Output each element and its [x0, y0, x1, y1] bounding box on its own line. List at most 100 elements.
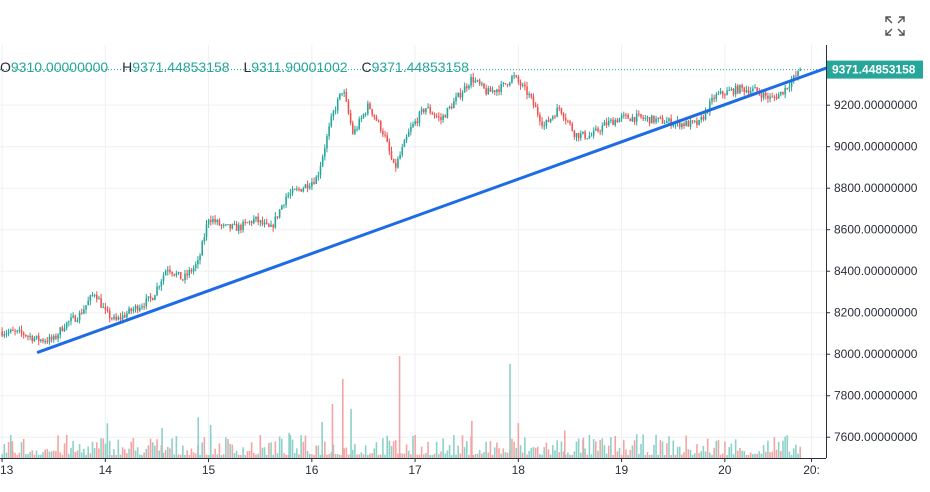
candle [296, 185, 298, 192]
candle [164, 269, 167, 276]
candle-body [44, 341, 46, 343]
x-axis-label: 20: [803, 463, 820, 477]
y-axis-labels: 9200.00000000 9000.00000000 8800.00000000 8… [834, 98, 918, 444]
volume-bar [762, 445, 765, 458]
candle-body [681, 123, 683, 128]
trendline[interactable] [36, 62, 840, 354]
candle [141, 303, 143, 310]
candle-body [289, 193, 292, 196]
candle-body [777, 94, 780, 99]
volume-bar [468, 454, 470, 458]
candle [373, 114, 376, 120]
volume-bar [141, 454, 143, 458]
candle [40, 338, 42, 343]
candle-body [412, 124, 414, 127]
volume-bar-spike [563, 430, 566, 458]
candle-body [390, 151, 393, 159]
candle [214, 215, 216, 225]
candle [317, 171, 320, 181]
candle-body [315, 177, 318, 184]
candle [35, 335, 38, 340]
candle [689, 117, 692, 130]
volume-bar [653, 444, 655, 458]
candle [607, 117, 610, 127]
candle-body [89, 295, 92, 301]
volume-bar [696, 444, 698, 458]
volume-bar [601, 438, 604, 458]
candle-body [37, 335, 40, 341]
volume-bar [719, 454, 722, 458]
candle [375, 114, 378, 122]
volume-bar [382, 438, 384, 458]
volume-bar [145, 448, 148, 458]
candle [27, 334, 29, 341]
volume-bar [476, 453, 479, 458]
candle-body [70, 317, 72, 322]
ohlc-low: L9311.90001002 [243, 59, 348, 75]
candle-body [392, 158, 395, 163]
candle [205, 220, 208, 241]
candle [687, 119, 690, 127]
volume-bar [792, 448, 795, 458]
volume-bar [388, 440, 391, 458]
candle-body [14, 330, 16, 332]
candle-body [453, 101, 455, 109]
candle [450, 103, 453, 110]
candle [364, 112, 367, 118]
volume-bar [98, 448, 100, 458]
candle [502, 81, 505, 88]
candle [425, 108, 427, 115]
candle-body [448, 106, 451, 109]
candle [795, 70, 797, 78]
candle-body [618, 118, 621, 123]
volume-bar [268, 442, 270, 458]
y-axis-label: 9200.00000000 [834, 98, 918, 112]
candle [588, 131, 591, 140]
volume-bar [22, 438, 25, 458]
candle-body [16, 330, 19, 332]
volume-bar [418, 454, 421, 458]
x-axis-label: 15 [202, 463, 216, 477]
candle-body [571, 123, 573, 131]
volume-bar [108, 440, 111, 458]
candle-body [465, 86, 468, 89]
candle-body [136, 305, 139, 311]
candle [614, 117, 616, 127]
volume-bar [691, 454, 694, 458]
volume-bar [356, 454, 358, 458]
volume-bar [663, 454, 666, 458]
candle [620, 112, 623, 122]
volume-bar [235, 450, 238, 458]
fullscreen-icon[interactable] [884, 15, 906, 37]
grid-lines [0, 45, 826, 458]
candle-body [784, 87, 786, 95]
volume-bar [721, 453, 724, 458]
candlesticks[interactable] [1, 67, 801, 346]
candle [212, 215, 214, 225]
candle-body [704, 110, 707, 120]
volume-bar [474, 454, 477, 458]
axes [0, 45, 830, 462]
candle [549, 118, 552, 124]
candle-body [483, 83, 485, 89]
candle-body [98, 298, 100, 300]
candle-body [743, 87, 746, 92]
candle [154, 294, 156, 301]
volume-bar [472, 455, 475, 458]
candle [754, 83, 756, 89]
volume-bar [20, 442, 23, 458]
candle-body [721, 91, 724, 95]
candle-body [33, 338, 36, 341]
candle-body [457, 92, 459, 97]
candle-body [80, 312, 83, 314]
candle-body [407, 131, 410, 137]
volume-bar [704, 451, 707, 458]
volume-bar [255, 454, 257, 458]
candle [788, 82, 791, 93]
candle [666, 116, 668, 124]
candle [519, 79, 522, 90]
volume-bar [227, 439, 229, 458]
candle [547, 116, 550, 123]
